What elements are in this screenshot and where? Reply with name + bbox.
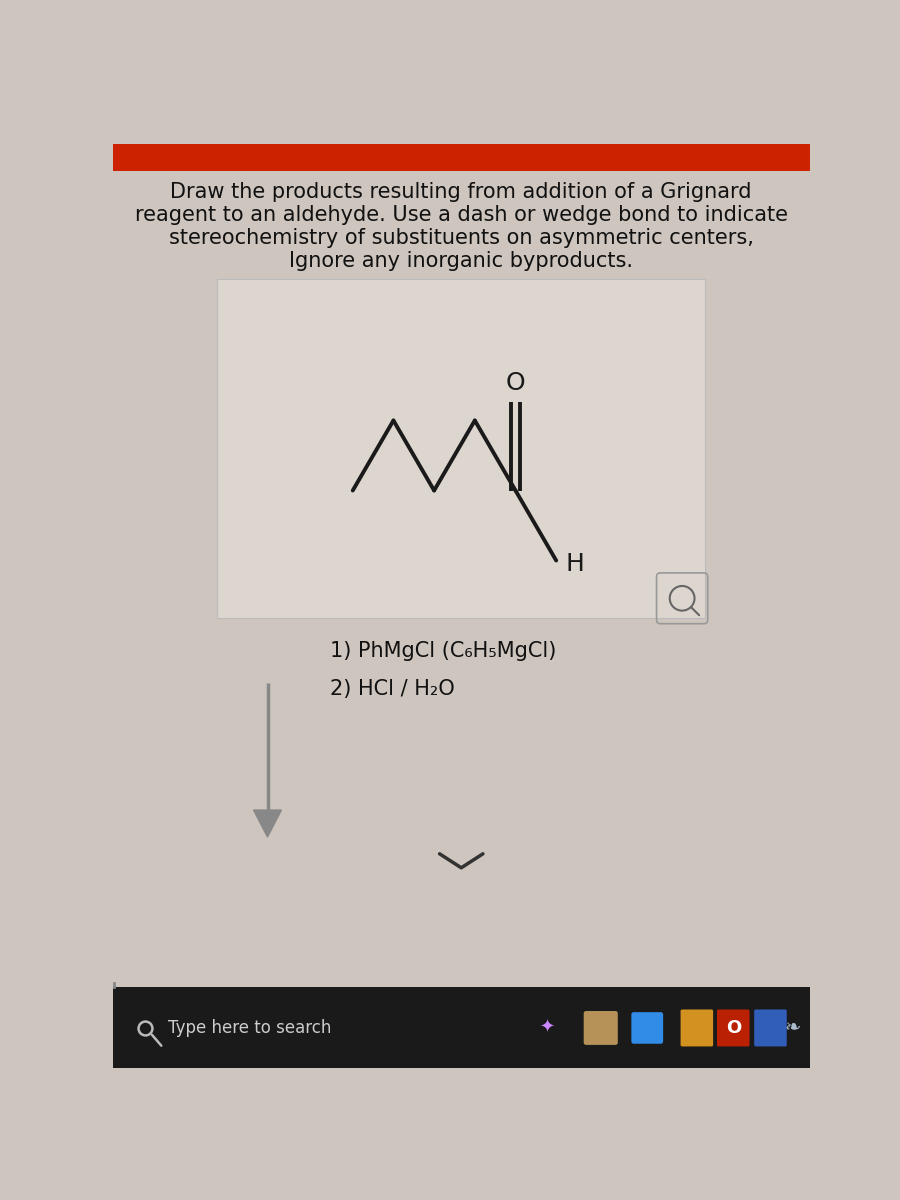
Text: ❧: ❧ [785, 1019, 801, 1038]
FancyBboxPatch shape [112, 144, 810, 170]
FancyBboxPatch shape [112, 988, 810, 1068]
Text: Draw the products resulting from addition of a Grignard: Draw the products resulting from additio… [170, 182, 752, 203]
Text: Ignore any inorganic byproducts.: Ignore any inorganic byproducts. [289, 251, 634, 271]
Text: stereochemistry of substituents on asymmetric centers,: stereochemistry of substituents on asymm… [169, 228, 753, 248]
FancyBboxPatch shape [680, 1009, 713, 1046]
FancyBboxPatch shape [632, 1012, 663, 1044]
Text: H: H [565, 552, 584, 576]
Text: 2) HCl / H₂O: 2) HCl / H₂O [329, 679, 454, 700]
FancyBboxPatch shape [717, 1009, 750, 1046]
FancyBboxPatch shape [217, 278, 706, 618]
Text: 1) PhMgCl (C₆H₅MgCl): 1) PhMgCl (C₆H₅MgCl) [329, 641, 556, 661]
Text: reagent to an aldehyde. Use a dash or wedge bond to indicate: reagent to an aldehyde. Use a dash or we… [135, 205, 788, 226]
Text: Type here to search: Type here to search [168, 1019, 332, 1037]
Text: O: O [725, 1019, 741, 1037]
Polygon shape [254, 810, 282, 838]
FancyBboxPatch shape [754, 1009, 787, 1046]
Text: ✦: ✦ [539, 1019, 554, 1037]
FancyBboxPatch shape [584, 1012, 617, 1045]
Text: O: O [506, 372, 526, 396]
